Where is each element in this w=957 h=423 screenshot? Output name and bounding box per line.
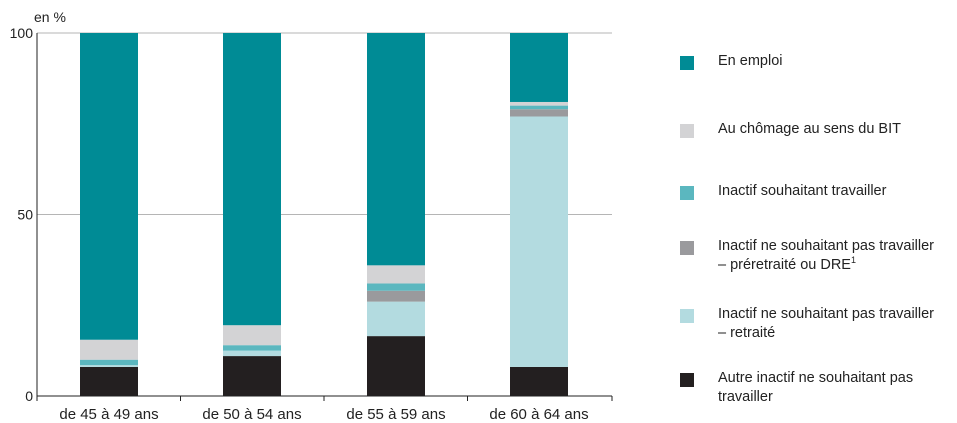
y-tick-label: 50 bbox=[17, 207, 33, 223]
legend-label-line: Inactif souhaitant travailler bbox=[718, 183, 887, 199]
bar-segment-5-cat-4 bbox=[510, 101, 568, 106]
x-category-label: de 55 à 59 ans bbox=[346, 406, 445, 423]
legend-label: En emploi bbox=[718, 52, 955, 71]
legend-label-line: – retraité bbox=[718, 325, 776, 341]
legend-swatch bbox=[680, 186, 694, 200]
legend-label: Inactif ne souhaitant pas travailler – re… bbox=[718, 305, 955, 343]
bar-segment-2-cat-1 bbox=[80, 365, 138, 367]
bar-segment-6-cat-3 bbox=[367, 33, 425, 266]
bar-segment-4-cat-4 bbox=[510, 105, 568, 110]
legend-label: Au chômage au sens du BIT bbox=[718, 120, 955, 139]
bar-segment-6-cat-4 bbox=[510, 33, 568, 102]
legend-label-line: Inactif ne souhaitant pas travailler bbox=[718, 238, 935, 254]
bar-segment-1-cat-3 bbox=[367, 336, 425, 396]
bars bbox=[80, 33, 568, 396]
legend-label-line: – préretraité ou DRE1 bbox=[718, 255, 856, 273]
bar-segment-1-cat-2 bbox=[223, 356, 281, 396]
legend-label: Inactif ne souhaitant pas travailler – pr… bbox=[718, 237, 955, 275]
legend-label-line: En emploi bbox=[718, 53, 783, 69]
bar-segment-2-cat-3 bbox=[367, 301, 425, 337]
legend-swatch bbox=[680, 373, 694, 387]
bar-segment-1-cat-4 bbox=[510, 366, 568, 396]
bar-segment-1-cat-1 bbox=[80, 366, 138, 396]
legend-label-line: Autre inactif ne souhaitant pas bbox=[718, 370, 914, 386]
legend-label-line: Au chômage au sens du BIT bbox=[718, 121, 901, 137]
bar-segment-4-cat-2 bbox=[223, 345, 281, 351]
legend-swatch bbox=[680, 124, 694, 138]
legend-label: Autre inactif ne souhaitant pas travaille… bbox=[718, 369, 955, 407]
bar-segment-4-cat-1 bbox=[80, 359, 138, 366]
bar-segment-5-cat-3 bbox=[367, 265, 425, 284]
bar-segment-2-cat-2 bbox=[223, 350, 281, 357]
legend-label: Inactif souhaitant travailler bbox=[718, 182, 955, 201]
x-category-label: de 60 à 64 ans bbox=[489, 406, 588, 423]
legend-swatch bbox=[680, 56, 694, 70]
bar-segment-2-cat-4 bbox=[510, 116, 568, 367]
legend-swatch bbox=[680, 309, 694, 323]
y-tick-label: 0 bbox=[25, 388, 33, 404]
bar-segment-4-cat-3 bbox=[367, 283, 425, 291]
bar-segment-6-cat-1 bbox=[80, 33, 138, 340]
x-category-label: de 50 à 54 ans bbox=[202, 406, 301, 423]
x-category-label: de 45 à 49 ans bbox=[59, 406, 158, 423]
legend-label-line: travailler bbox=[718, 389, 773, 405]
y-tick-label: 100 bbox=[10, 25, 34, 41]
axes bbox=[36, 33, 613, 401]
bar-segment-3-cat-3 bbox=[367, 290, 425, 302]
legend-label-line: Inactif ne souhaitant pas travailler bbox=[718, 306, 935, 322]
legend-swatch bbox=[680, 241, 694, 255]
bar-segment-3-cat-4 bbox=[510, 109, 568, 117]
y-unit-label: en % bbox=[34, 9, 66, 25]
footnote-marker: 1 bbox=[850, 255, 856, 266]
bar-segment-6-cat-2 bbox=[223, 33, 281, 326]
bar-segment-5-cat-2 bbox=[223, 325, 281, 346]
bar-segment-5-cat-1 bbox=[80, 339, 138, 360]
